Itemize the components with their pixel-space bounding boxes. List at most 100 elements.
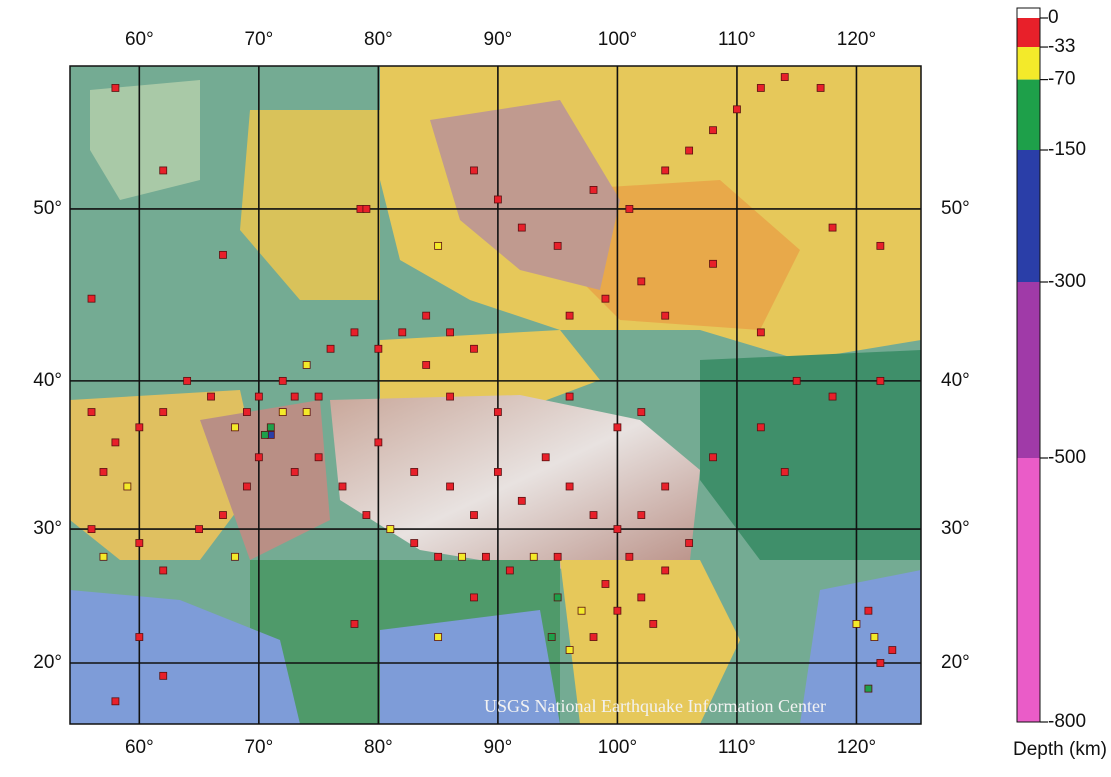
earthquake-point — [781, 468, 788, 475]
watermark: USGS National Earthquake Information Cen… — [484, 696, 826, 716]
earthquake-point — [554, 594, 561, 601]
earthquake-point — [817, 84, 824, 91]
earthquake-point — [662, 167, 669, 174]
earthquake-point — [710, 127, 717, 134]
earthquake-point — [877, 377, 884, 384]
earthquake-point — [865, 607, 872, 614]
earthquake-point — [231, 553, 238, 560]
earthquake-point — [447, 393, 454, 400]
y-tick-label: 40° — [941, 370, 970, 391]
earthquake-point — [160, 167, 167, 174]
earthquake-point — [590, 634, 597, 641]
earthquake-point — [638, 512, 645, 519]
earthquake-point — [470, 345, 477, 352]
earthquake-point — [602, 580, 609, 587]
earthquake-point — [435, 553, 442, 560]
earthquake-point — [279, 377, 286, 384]
y-tick-label: 30° — [941, 518, 970, 539]
y-tick-label: 40° — [33, 370, 62, 391]
earthquake-point — [267, 424, 274, 431]
x-tick-label: 120° — [837, 737, 876, 758]
x-tick-label: 60° — [125, 29, 154, 50]
earthquake-point — [566, 483, 573, 490]
earthquake-point — [638, 278, 645, 285]
earthquake-point — [614, 526, 621, 533]
earthquake-point — [518, 224, 525, 231]
x-tick-label: 100° — [598, 737, 637, 758]
x-tick-label: 110° — [718, 737, 756, 758]
earthquake-point — [530, 553, 537, 560]
earthquake-point — [590, 512, 597, 519]
colorbar-segment — [1017, 47, 1040, 80]
earthquake-point — [112, 439, 119, 446]
earthquake-point — [662, 483, 669, 490]
earthquake-point — [399, 329, 406, 336]
x-tick-label: 80° — [364, 29, 393, 50]
earthquake-point — [339, 483, 346, 490]
x-tick-label: 120° — [837, 29, 876, 50]
earthquake-point — [871, 634, 878, 641]
earthquake-point — [686, 147, 693, 154]
earthquake-point — [208, 393, 215, 400]
colorbar-segment — [1017, 150, 1040, 282]
earthquake-point — [614, 424, 621, 431]
earthquake-point — [638, 409, 645, 416]
earthquake-point — [363, 205, 370, 212]
earthquake-point — [423, 361, 430, 368]
earthquake-point — [566, 647, 573, 654]
earthquake-point — [793, 377, 800, 384]
y-tick-label: 20° — [941, 652, 970, 673]
earthquake-point — [877, 659, 884, 666]
earthquake-point — [447, 329, 454, 336]
earthquake-point — [542, 454, 549, 461]
earthquake-point — [411, 468, 418, 475]
earthquake-point — [88, 295, 95, 302]
earthquake-point — [614, 607, 621, 614]
earthquake-point — [435, 634, 442, 641]
earthquake-point — [184, 377, 191, 384]
earthquake-point — [829, 224, 836, 231]
colorbar-segment — [1017, 458, 1040, 722]
earthquake-point — [363, 512, 370, 519]
earthquake-point — [662, 567, 669, 574]
earthquake-point — [291, 468, 298, 475]
colorbar-title: Depth (km) — [1013, 739, 1107, 760]
earthquake-point — [219, 512, 226, 519]
earthquake-point — [88, 526, 95, 533]
earthquake-point — [124, 483, 131, 490]
earthquake-point — [554, 553, 561, 560]
x-tick-label: 80° — [364, 737, 393, 758]
earthquake-point — [686, 540, 693, 547]
earthquake-point — [578, 607, 585, 614]
earthquake-point — [411, 540, 418, 547]
colorbar-label: 0 — [1048, 7, 1059, 28]
earthquake-point — [243, 483, 250, 490]
colorbar-label: -150 — [1048, 139, 1086, 160]
earthquake-point — [100, 553, 107, 560]
earthquake-point — [387, 526, 394, 533]
earthquake-point — [435, 242, 442, 249]
earthquake-point — [112, 698, 119, 705]
earthquake-point — [494, 196, 501, 203]
colorbar-label: -500 — [1048, 447, 1086, 468]
y-tick-label: 30° — [33, 518, 62, 539]
x-tick-label: 60° — [125, 737, 154, 758]
earthquake-point — [255, 454, 262, 461]
earthquake-point — [889, 647, 896, 654]
earthquake-point — [602, 295, 609, 302]
earthquake-point — [351, 620, 358, 627]
earthquake-point — [88, 409, 95, 416]
earthquake-point — [662, 312, 669, 319]
x-tick-label: 70° — [244, 737, 273, 758]
earthquake-point — [829, 393, 836, 400]
earthquake-point — [136, 424, 143, 431]
earthquake-point — [757, 329, 764, 336]
earthquake-point — [351, 329, 358, 336]
earthquake-point — [160, 672, 167, 679]
terrain — [70, 66, 921, 724]
earthquake-point — [865, 685, 872, 692]
earthquake-point — [219, 251, 226, 258]
earthquake-point — [136, 540, 143, 547]
earthquake-point — [261, 431, 268, 438]
earthquake-point — [315, 454, 322, 461]
